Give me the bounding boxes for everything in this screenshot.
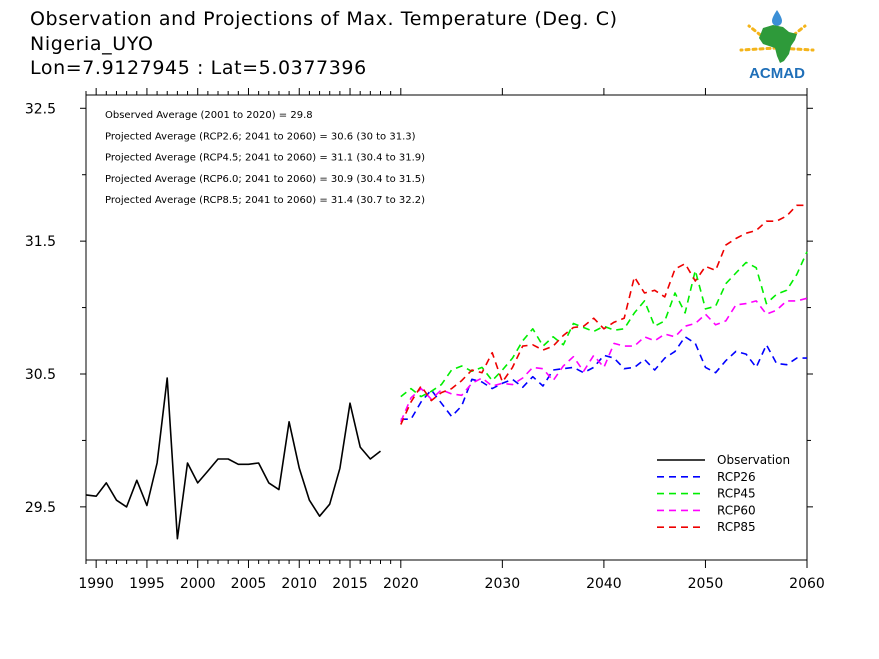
plot-frame <box>85 94 808 561</box>
average-annotation-1: Observed Average (2001 to 2020) = 29.8 <box>105 110 313 121</box>
series-line-rcp85 <box>400 204 807 425</box>
legend-label-rcp45: RCP45 <box>717 487 756 501</box>
series-line-rcp45 <box>400 251 808 398</box>
average-annotation-3: Projected Average (RCP4.5; 2041 to 2060)… <box>105 153 425 164</box>
chart-subtitle-location: Nigeria_UYO <box>30 33 154 55</box>
x-tick-label: 2015 <box>332 576 368 592</box>
chart-subtitle-coordinates: Lon=7.9127945 : Lat=5.0377396 <box>30 57 367 79</box>
x-tick-label: 2060 <box>789 576 825 592</box>
average-annotation-5: Projected Average (RCP8.5; 2041 to 2060)… <box>105 195 425 206</box>
chart-title: Observation and Projections of Max. Temp… <box>30 8 618 30</box>
x-tick-label: 2005 <box>231 576 267 592</box>
y-tick-label: 29.5 <box>25 500 56 516</box>
x-tick-label: 2020 <box>383 576 419 592</box>
x-tick-label: 2050 <box>688 576 724 592</box>
series-line-observation <box>85 377 381 540</box>
x-tick-label: 1990 <box>78 576 114 592</box>
average-annotation-2: Projected Average (RCP2.6; 2041 to 2060)… <box>105 131 416 142</box>
x-tick-label: 2040 <box>586 576 622 592</box>
legend-label-rcp60: RCP60 <box>717 503 756 517</box>
legend-label-observation: Observation <box>717 453 790 467</box>
y-tick-label: 30.5 <box>25 367 56 383</box>
y-tick-label: 31.5 <box>25 234 56 250</box>
acmad-logo: ACMAD <box>739 10 815 82</box>
x-tick-label: 2000 <box>180 576 216 592</box>
water-drop-icon <box>772 10 782 26</box>
legend-label-rcp85: RCP85 <box>717 520 756 534</box>
legend-label-rcp26: RCP26 <box>717 470 756 484</box>
logo-text: ACMAD <box>749 65 805 82</box>
x-tick-label: 2030 <box>485 576 521 592</box>
series-line-rcp26 <box>400 335 807 421</box>
x-tick-label: 1995 <box>129 576 165 592</box>
x-tick-label: 2010 <box>281 576 317 592</box>
africa-map-icon <box>759 25 797 63</box>
y-tick-label: 32.5 <box>25 101 56 117</box>
series-line-rcp60 <box>400 297 808 423</box>
average-annotation-4: Projected Average (RCP6.0; 2041 to 2060)… <box>105 174 425 185</box>
